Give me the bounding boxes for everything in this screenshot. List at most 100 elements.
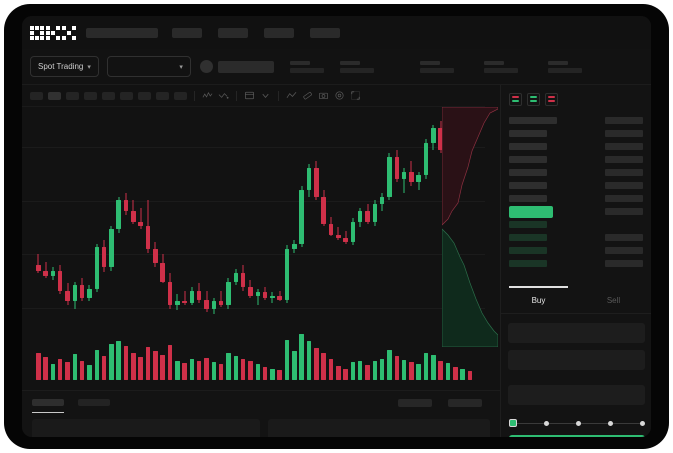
order-amount-field[interactable] (508, 350, 645, 370)
candle (65, 107, 70, 330)
order-book-row[interactable] (509, 257, 643, 270)
fullscreen-icon[interactable] (350, 90, 361, 101)
trading-mode-select[interactable]: Spot Trading ▾ (30, 56, 99, 77)
timeframe-7[interactable] (156, 91, 169, 100)
candle (416, 107, 421, 330)
orders-action-1[interactable] (448, 399, 482, 407)
orders-tab-1[interactable] (78, 399, 110, 406)
volume-bar (460, 368, 465, 380)
template-icon[interactable] (244, 90, 255, 101)
order-book-row[interactable] (509, 192, 643, 205)
search-input[interactable] (86, 27, 158, 38)
order-book-bids-icon[interactable] (527, 93, 540, 106)
timeframe-5[interactable] (120, 91, 133, 100)
order-book-row[interactable] (509, 179, 643, 192)
order-book-row[interactable] (509, 218, 643, 231)
compare-icon[interactable] (218, 90, 229, 101)
order-total-field[interactable] (508, 385, 645, 405)
stepper-dot-4[interactable] (640, 420, 645, 426)
order-book-price (509, 117, 557, 124)
volume-bar (160, 355, 165, 380)
settings-icon[interactable] (334, 90, 345, 101)
candle (284, 107, 290, 330)
volume-bar (292, 350, 297, 380)
stepper-dot-1[interactable] (544, 420, 549, 426)
volume-bar (182, 363, 187, 380)
candle (94, 107, 100, 330)
tab-sell[interactable]: Sell (576, 288, 651, 313)
nav-item-2[interactable] (264, 27, 294, 38)
candle (299, 107, 304, 330)
ruler-icon[interactable] (302, 90, 313, 101)
candle (189, 107, 195, 330)
timeframe-0[interactable] (30, 91, 43, 100)
order-book-row[interactable] (509, 127, 643, 140)
order-book-row[interactable] (509, 231, 643, 244)
timeframe-8[interactable] (174, 91, 187, 100)
volume-bar (372, 361, 378, 380)
candlestick-chart[interactable] (22, 107, 485, 330)
orders-tab-0[interactable] (32, 399, 64, 413)
order-book-asks-icon[interactable] (545, 93, 558, 106)
volume-bar (226, 352, 231, 380)
order-book-list[interactable] (501, 112, 651, 270)
order-book-amount (605, 195, 643, 202)
candle (79, 107, 85, 330)
line-tool-icon[interactable] (286, 90, 297, 101)
volume-bar (299, 334, 304, 380)
timeframe-2[interactable] (66, 91, 79, 100)
trading-pair-select[interactable]: ▾ (106, 56, 191, 77)
order-book-row[interactable] (509, 205, 643, 218)
timeframe-4[interactable] (102, 91, 115, 100)
timeframe-6[interactable] (138, 91, 151, 100)
candle (306, 107, 312, 330)
candle (87, 107, 92, 330)
stepper-dot-3[interactable] (608, 420, 613, 426)
nav-item-0[interactable] (172, 27, 202, 38)
orders-action-0[interactable] (398, 399, 432, 407)
nav-item-1[interactable] (218, 27, 248, 38)
okx-logo[interactable] (30, 25, 76, 40)
stepper-dot-2[interactable] (576, 420, 581, 426)
order-book-price (509, 205, 553, 218)
stepper-dot-0[interactable] (509, 419, 517, 427)
volume-histogram[interactable] (22, 330, 485, 390)
order-book-row[interactable] (509, 166, 643, 179)
volume-bar (145, 347, 151, 380)
nav-item-3[interactable] (310, 27, 340, 38)
candle (248, 107, 253, 330)
order-book-price (509, 234, 547, 241)
submit-order-button[interactable] (509, 435, 645, 437)
order-book-row[interactable] (509, 140, 643, 153)
orders-card-0[interactable] (32, 419, 260, 437)
okx-logo-k (46, 25, 60, 40)
order-book-row[interactable] (509, 153, 643, 166)
order-book-price (509, 143, 547, 150)
orders-card-1[interactable] (268, 419, 490, 437)
timeframe-1[interactable] (48, 91, 61, 100)
volume-bar (262, 366, 268, 380)
candle (321, 107, 326, 330)
timeframe-3[interactable] (84, 91, 97, 100)
candle (50, 107, 56, 330)
candle (270, 107, 275, 330)
order-book-row[interactable] (509, 114, 643, 127)
candle (204, 107, 209, 330)
market-stat-3 (483, 60, 518, 73)
candle (453, 107, 458, 330)
volume-bar (123, 345, 129, 380)
order-price-field[interactable] (508, 323, 645, 343)
order-book-both-icon[interactable] (509, 93, 522, 106)
order-book-price (509, 182, 547, 189)
volume-bar (431, 355, 436, 380)
indicator-icon[interactable] (202, 90, 213, 101)
candle (131, 107, 136, 330)
tab-buy[interactable]: Buy (501, 286, 576, 313)
order-book-row[interactable] (509, 244, 643, 257)
order-amount-stepper[interactable] (509, 418, 645, 428)
trading-mode-label: Spot Trading (38, 62, 84, 71)
order-book-view-modes (501, 85, 651, 112)
order-book-price (509, 247, 547, 254)
chevron-down-icon[interactable] (260, 90, 271, 101)
camera-icon[interactable] (318, 90, 329, 101)
